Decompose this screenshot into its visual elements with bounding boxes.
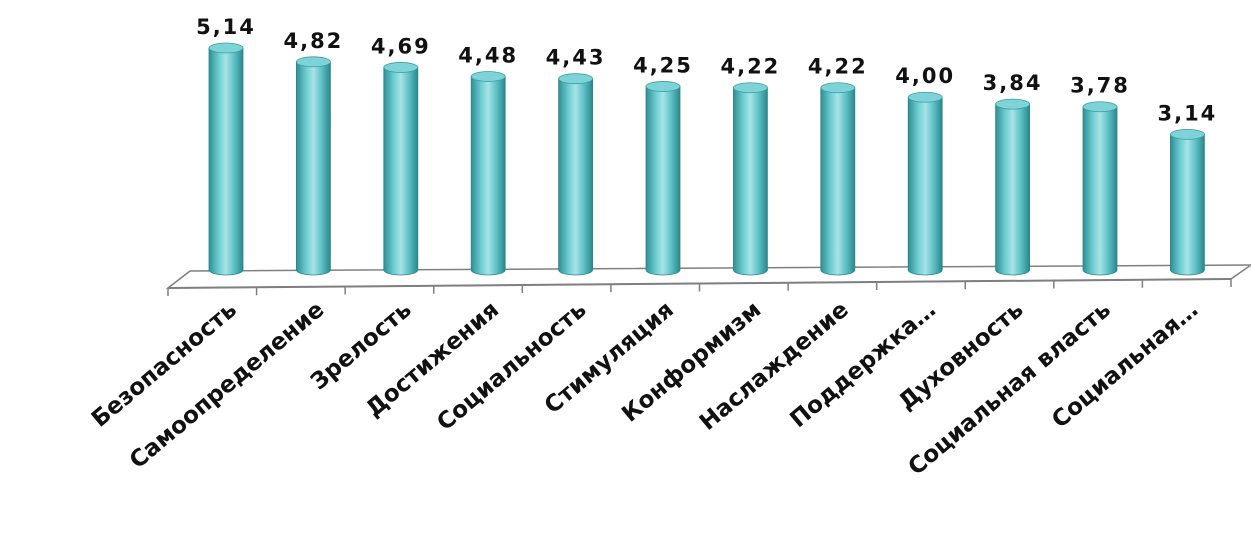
bar xyxy=(558,73,593,276)
bar xyxy=(1170,128,1205,276)
bar-cap xyxy=(820,82,856,94)
category-label: Социальность xyxy=(432,297,591,436)
bar-cap xyxy=(645,81,681,92)
bar-body xyxy=(296,61,331,276)
bar-cap xyxy=(995,98,1030,110)
category-label: Безопасность xyxy=(87,297,242,433)
bar-cap xyxy=(208,42,244,54)
bar-body xyxy=(383,67,419,276)
data-label: 4,48 xyxy=(458,44,518,68)
bar-cap xyxy=(1082,101,1118,113)
bar-cap xyxy=(1170,128,1205,140)
bar xyxy=(383,62,419,276)
data-labels: 5,14 4,82 4,69 4,48 4,43 4,25 4,22 4,22 4,00 3,84… xyxy=(196,15,1217,125)
chart-floor xyxy=(165,264,1251,296)
data-label: 4,22 xyxy=(720,55,780,79)
bar xyxy=(645,81,681,276)
bar xyxy=(470,71,506,276)
bar xyxy=(907,91,943,276)
bar-body xyxy=(645,86,681,276)
bar-series xyxy=(208,42,1205,276)
data-label: 4,82 xyxy=(283,29,343,53)
data-label: 4,43 xyxy=(546,46,606,70)
bar-body xyxy=(995,103,1030,276)
bar xyxy=(733,82,768,276)
bar-cap xyxy=(733,82,768,94)
bar-body xyxy=(907,96,943,276)
category-label: Поддержка… xyxy=(785,297,941,433)
bar-body xyxy=(558,78,593,276)
bar-body xyxy=(208,47,244,276)
data-label: 3,78 xyxy=(1070,74,1130,98)
bar xyxy=(295,56,331,276)
bar-body xyxy=(1170,133,1205,276)
data-label: 5,14 xyxy=(196,15,256,39)
bar-body xyxy=(1082,106,1118,276)
bar-cap xyxy=(470,71,506,82)
bar xyxy=(1082,101,1118,276)
bar xyxy=(995,98,1030,276)
bar-body xyxy=(733,87,768,276)
data-label: 3,84 xyxy=(983,71,1043,95)
data-label: 4,00 xyxy=(895,64,955,88)
bar-cap xyxy=(558,73,593,85)
data-label: 4,25 xyxy=(633,53,693,77)
category-label: Социальная… xyxy=(1047,297,1203,434)
data-label: 4,69 xyxy=(371,34,431,58)
bar xyxy=(208,42,244,276)
bar-cap xyxy=(383,62,419,73)
data-label: 4,22 xyxy=(808,55,868,79)
bar-cap xyxy=(295,56,331,68)
data-label: 3,14 xyxy=(1157,101,1217,125)
bar xyxy=(820,82,856,276)
bar-cap xyxy=(907,91,943,103)
bar-body xyxy=(470,76,506,276)
bar-body xyxy=(820,87,856,276)
category-axis-labels: БезопасностьСамоопределениеЗрелостьДости… xyxy=(87,297,1203,481)
category-label: Наслаждение xyxy=(695,297,854,436)
